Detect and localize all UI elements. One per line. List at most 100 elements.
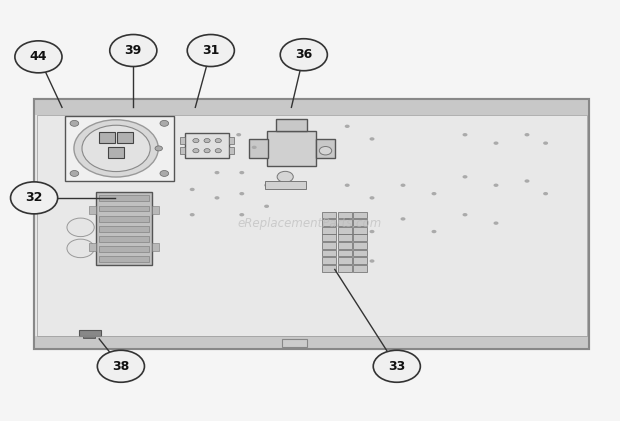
Circle shape	[67, 218, 94, 237]
Bar	[353, 234, 367, 241]
Circle shape	[193, 139, 199, 143]
Bar	[185, 133, 229, 158]
Circle shape	[401, 217, 405, 221]
Circle shape	[97, 350, 144, 382]
Circle shape	[187, 35, 234, 67]
Bar	[338, 227, 352, 234]
Bar	[267, 131, 316, 166]
Circle shape	[239, 213, 244, 216]
Bar	[99, 226, 149, 232]
Bar	[282, 339, 307, 347]
Bar	[316, 139, 335, 158]
Circle shape	[74, 120, 158, 177]
Circle shape	[215, 149, 221, 153]
Bar	[99, 195, 149, 201]
Bar	[338, 234, 352, 241]
Circle shape	[160, 171, 169, 176]
Text: 38: 38	[112, 360, 130, 373]
Circle shape	[345, 125, 350, 128]
Bar	[34, 99, 589, 349]
Circle shape	[370, 196, 374, 200]
Bar	[322, 234, 336, 241]
Circle shape	[463, 133, 467, 136]
Bar	[322, 250, 336, 256]
Circle shape	[155, 146, 162, 151]
Bar	[338, 250, 352, 256]
Bar	[338, 265, 352, 272]
Bar	[338, 212, 352, 218]
Bar	[265, 181, 306, 189]
Circle shape	[370, 137, 374, 141]
Bar	[83, 336, 95, 338]
Bar	[65, 116, 174, 181]
Circle shape	[252, 146, 257, 149]
Circle shape	[215, 139, 221, 143]
Text: 32: 32	[25, 192, 43, 204]
Bar	[353, 265, 367, 272]
Circle shape	[494, 221, 498, 225]
Text: eReplacementParts.com: eReplacementParts.com	[238, 217, 382, 229]
Circle shape	[239, 192, 244, 195]
Circle shape	[236, 133, 241, 136]
Circle shape	[525, 133, 529, 136]
Bar	[117, 133, 133, 144]
Text: 39: 39	[125, 44, 142, 57]
Circle shape	[494, 141, 498, 145]
Circle shape	[160, 120, 169, 126]
Circle shape	[543, 141, 548, 145]
Bar	[180, 137, 185, 144]
Circle shape	[345, 251, 350, 254]
Bar	[322, 212, 336, 218]
Bar	[108, 147, 124, 158]
Bar	[353, 219, 367, 226]
Bar	[99, 256, 149, 262]
Bar	[338, 242, 352, 249]
Bar	[99, 133, 115, 144]
Circle shape	[239, 171, 244, 174]
Circle shape	[190, 213, 195, 216]
Bar	[249, 139, 268, 158]
Circle shape	[432, 192, 436, 195]
Bar	[322, 257, 336, 264]
Bar	[353, 242, 367, 249]
Circle shape	[370, 259, 374, 263]
Bar	[96, 192, 152, 265]
Bar	[322, 265, 336, 272]
Circle shape	[193, 149, 199, 153]
Circle shape	[432, 230, 436, 233]
Circle shape	[525, 179, 529, 183]
Circle shape	[204, 149, 210, 153]
Bar	[34, 336, 589, 349]
Bar	[99, 205, 149, 211]
Circle shape	[277, 171, 293, 182]
Bar	[353, 227, 367, 234]
Text: 36: 36	[295, 48, 312, 61]
Bar	[34, 99, 589, 115]
Circle shape	[82, 125, 150, 172]
Circle shape	[463, 213, 467, 216]
Bar	[353, 257, 367, 264]
Circle shape	[264, 205, 269, 208]
Circle shape	[494, 184, 498, 187]
Bar	[34, 99, 589, 349]
Bar	[89, 206, 96, 214]
Bar	[276, 119, 307, 131]
Bar	[338, 219, 352, 226]
Circle shape	[401, 184, 405, 187]
Circle shape	[110, 35, 157, 67]
Circle shape	[215, 196, 219, 200]
Circle shape	[280, 39, 327, 71]
Circle shape	[67, 239, 94, 258]
Bar	[89, 242, 96, 251]
Bar	[99, 246, 149, 252]
Bar	[79, 330, 101, 336]
Bar	[229, 147, 234, 154]
Circle shape	[345, 217, 350, 221]
Text: 44: 44	[30, 51, 47, 63]
Circle shape	[319, 147, 332, 155]
Circle shape	[543, 192, 548, 195]
Text: 33: 33	[388, 360, 405, 373]
Bar	[99, 236, 149, 242]
Bar	[322, 227, 336, 234]
Circle shape	[11, 182, 58, 214]
